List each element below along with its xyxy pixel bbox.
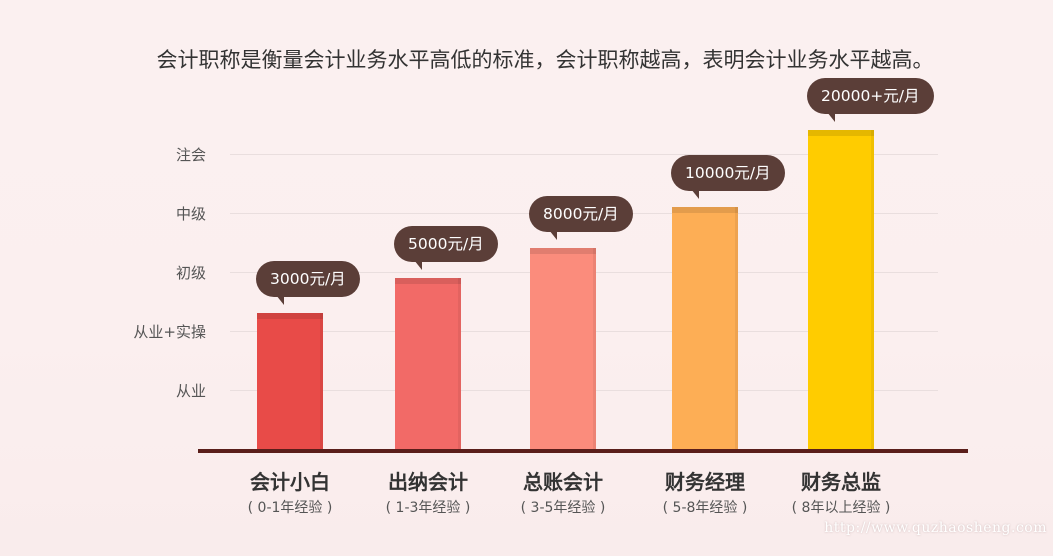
bubble-tail — [414, 259, 422, 270]
watermark-url: http://www.quzhaosheng.com — [824, 520, 1047, 536]
bubble-tail — [276, 295, 284, 306]
x-category-label: 会计小白 — [250, 470, 330, 494]
value-label-bubble: 10000元/月 — [671, 155, 785, 200]
y-tick-label: 注会 — [175, 146, 206, 164]
bar — [808, 130, 874, 449]
gridline — [230, 154, 938, 155]
x-category-label: 出纳会计 — [388, 470, 468, 494]
bar-cap — [530, 248, 596, 255]
bar-cap — [808, 130, 874, 137]
value-label-bubble: 5000元/月 — [394, 225, 498, 270]
x-experience-label: ( 1-3年经验 ) — [385, 500, 471, 516]
y-tick-label: 从业+实操 — [133, 323, 206, 341]
bar-cap — [257, 313, 323, 320]
y-tick-label: 从业 — [175, 382, 206, 400]
x-category-label: 财务经理 — [665, 470, 745, 494]
y-tick-label: 初级 — [175, 264, 206, 282]
x-axis-baseline — [198, 449, 968, 453]
x-experience-label: ( 3-5年经验 ) — [520, 500, 606, 516]
x-experience-label: ( 8年以上经验 ) — [791, 500, 891, 516]
x-category-label: 财务总监 — [801, 470, 881, 494]
bubble-tail — [691, 189, 699, 200]
bar — [257, 313, 323, 449]
value-label-bubble: 3000元/月 — [256, 261, 360, 306]
value-label-bubble: 20000+元/月 — [807, 78, 934, 123]
bar-cap — [395, 277, 461, 284]
x-experience-label: ( 5-8年经验 ) — [662, 500, 748, 516]
value-label-bubble: 8000元/月 — [529, 196, 633, 241]
bar — [530, 248, 596, 449]
bar — [395, 277, 461, 449]
x-experience-label: ( 0-1年经验 ) — [247, 500, 333, 516]
chart-title: 会计职称是衡量会计业务水平高低的标准，会计职称越高，表明会计业务水平越高。 — [156, 48, 934, 72]
x-category-label: 总账会计 — [523, 470, 603, 494]
y-tick-label: 中级 — [175, 205, 206, 223]
bubble-tail — [827, 112, 835, 123]
bubble-tail — [549, 230, 557, 241]
bar — [672, 207, 738, 449]
bar-cap — [672, 207, 738, 214]
